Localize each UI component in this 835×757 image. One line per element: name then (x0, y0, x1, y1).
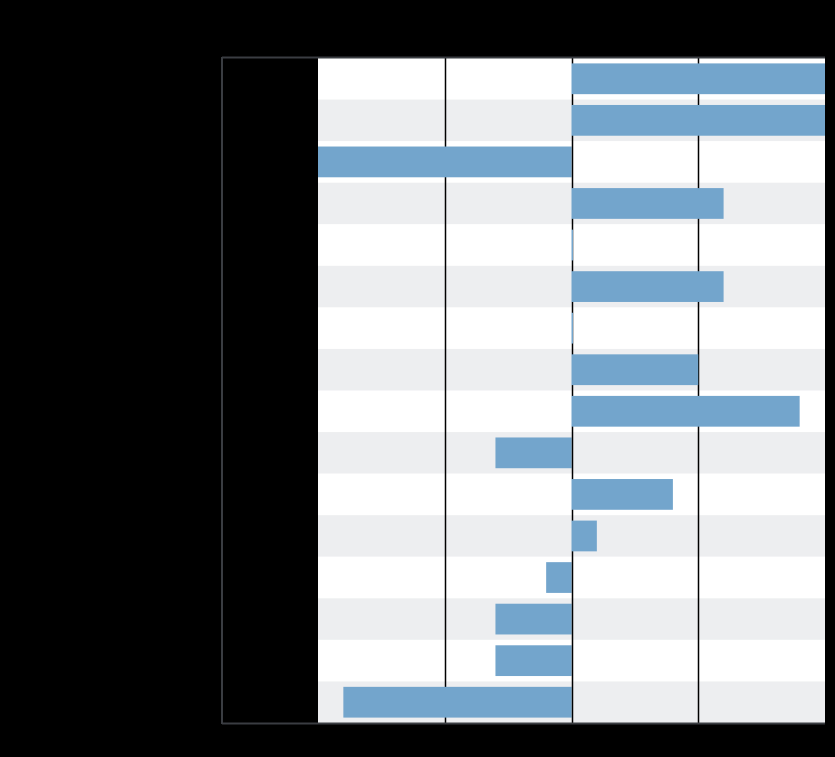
bar (571, 63, 825, 95)
bar (571, 520, 597, 552)
bar (318, 146, 572, 178)
bar (571, 188, 724, 219)
bar (546, 562, 572, 593)
bar (571, 395, 800, 427)
bar (571, 479, 673, 510)
bar (343, 686, 572, 718)
bar (571, 104, 825, 136)
bar (571, 271, 724, 302)
bar (495, 603, 572, 635)
label-area (222, 58, 318, 723)
bar (571, 354, 699, 386)
bar (571, 229, 573, 261)
bar (495, 437, 572, 469)
bar (571, 312, 573, 344)
bar (495, 645, 572, 677)
bars (318, 63, 825, 718)
